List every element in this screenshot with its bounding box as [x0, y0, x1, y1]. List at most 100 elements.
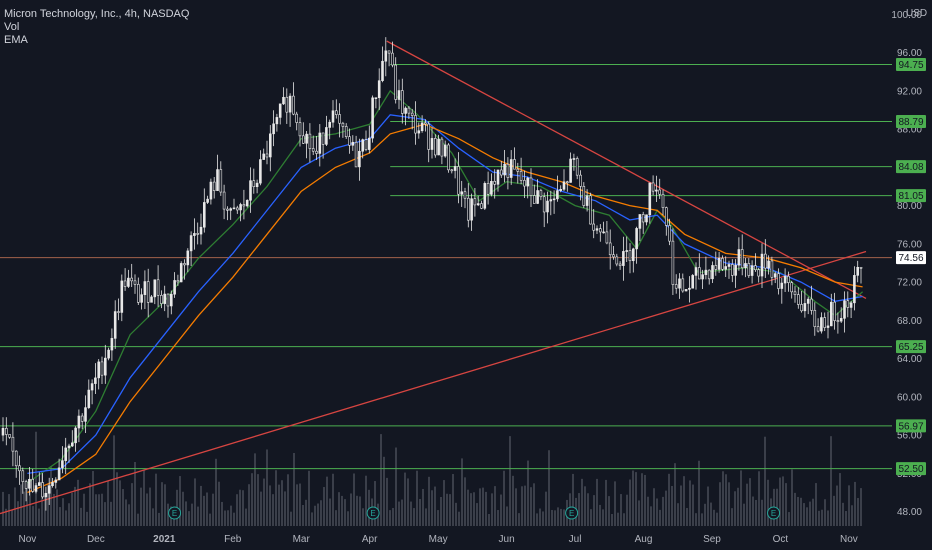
candle-body: [305, 133, 308, 144]
candle-body: [245, 199, 249, 207]
candle-body: [737, 249, 741, 266]
candle-body: [57, 467, 61, 481]
candle-body: [24, 481, 28, 489]
volume-bar: [353, 473, 355, 526]
candle-body: [371, 97, 374, 139]
volume-bar: [8, 494, 10, 526]
volume-bar: [587, 493, 589, 526]
candle-body: [351, 141, 355, 146]
candle-body: [476, 203, 480, 206]
candle-body: [655, 189, 658, 192]
candle-body: [589, 195, 592, 225]
volume-bar: [443, 480, 445, 526]
candle-body: [34, 485, 38, 492]
volume-bar: [494, 486, 496, 526]
candle-body: [661, 193, 665, 208]
candle-body: [229, 208, 232, 211]
time-tick-label: Oct: [773, 534, 789, 545]
volume-bar: [674, 463, 676, 526]
volume-bar: [497, 510, 499, 526]
time-tick-label: Sep: [703, 534, 721, 545]
volume-bar: [32, 506, 34, 526]
horizontal-levels[interactable]: [0, 64, 892, 470]
price-tick-label: 64.00: [897, 354, 922, 365]
volume-bar: [650, 506, 652, 526]
candle-body: [499, 169, 503, 176]
volume-bar: [764, 436, 766, 526]
volume-bar: [197, 506, 199, 526]
candle-body: [387, 50, 391, 54]
volume-bar: [68, 503, 70, 526]
volume-bar: [812, 498, 814, 526]
volume-bar: [65, 510, 67, 526]
level-labels: 94.75 88.79 84.08 81.05 65.25 56.97 52.50 74.56: [896, 58, 926, 476]
volume-bar: [557, 507, 559, 526]
candle-body: [127, 277, 130, 287]
volume-bar: [599, 504, 601, 526]
candle-body: [315, 150, 318, 154]
candle-body: [186, 250, 190, 266]
candle-body: [641, 214, 645, 223]
trendlines[interactable]: [0, 40, 867, 515]
volume-bar: [710, 502, 712, 526]
candle-body: [856, 266, 860, 276]
candle-body: [757, 269, 761, 277]
candle-body: [833, 301, 836, 321]
candle-body: [618, 263, 622, 266]
candle-body: [311, 148, 315, 152]
candle-body: [295, 113, 299, 123]
candle-body: [483, 183, 487, 209]
volume-bar: [230, 505, 232, 526]
candle-body: [275, 117, 279, 125]
volume-bar: [758, 471, 760, 526]
volume-bar: [329, 498, 331, 526]
candle-body: [199, 226, 203, 235]
ema-indicator-label[interactable]: EMA: [4, 34, 28, 46]
volume-bar: [527, 460, 529, 526]
time-axis[interactable]: Nov Dec 2021 Feb Mar Apr May Jun Jul Aug Sep Oct Nov: [18, 534, 857, 545]
volume-bar: [554, 510, 556, 526]
volume-bar: [779, 477, 781, 526]
symbol-title[interactable]: Micron Technology, Inc., 4h, NASDAQ: [4, 8, 190, 20]
volume-bar: [320, 500, 322, 526]
volume-bar: [254, 453, 256, 526]
volume-bar: [275, 470, 277, 526]
volume-bar: [299, 483, 301, 526]
volume-bar: [509, 436, 511, 526]
volume-bar: [848, 485, 850, 526]
volume-bar: [677, 503, 679, 526]
level-value: 88.79: [898, 117, 923, 128]
volume-bar: [428, 476, 430, 526]
candle-body: [400, 90, 404, 114]
volume-bar: [602, 509, 604, 526]
volume-indicator-label[interactable]: Vol: [4, 21, 20, 33]
candle-body: [546, 200, 549, 213]
volume-bar: [167, 503, 169, 526]
candle-body: [486, 183, 490, 195]
volume-bar: [821, 509, 823, 526]
volume-bar: [473, 492, 475, 526]
volume-bar: [56, 489, 58, 526]
candle-body: [480, 203, 483, 209]
volume-bar: [80, 507, 82, 526]
earnings-letter: E: [569, 509, 574, 518]
volume-bar: [311, 512, 313, 526]
volume-bar: [476, 503, 478, 526]
trendline-descending: [386, 40, 867, 299]
candle-body: [592, 223, 596, 231]
volume-bar: [806, 507, 808, 526]
candle-body: [450, 169, 454, 172]
candle-body: [120, 280, 124, 313]
volume-bar: [356, 495, 358, 526]
volume-bar: [545, 491, 547, 526]
volume-bar: [524, 485, 526, 526]
volume-bar: [221, 501, 223, 526]
candle-body: [826, 325, 830, 328]
volume-bar: [695, 513, 697, 526]
candle-body: [777, 273, 780, 289]
candle-body: [717, 257, 721, 270]
volume-bar: [335, 510, 337, 526]
volume-bar: [656, 498, 658, 526]
